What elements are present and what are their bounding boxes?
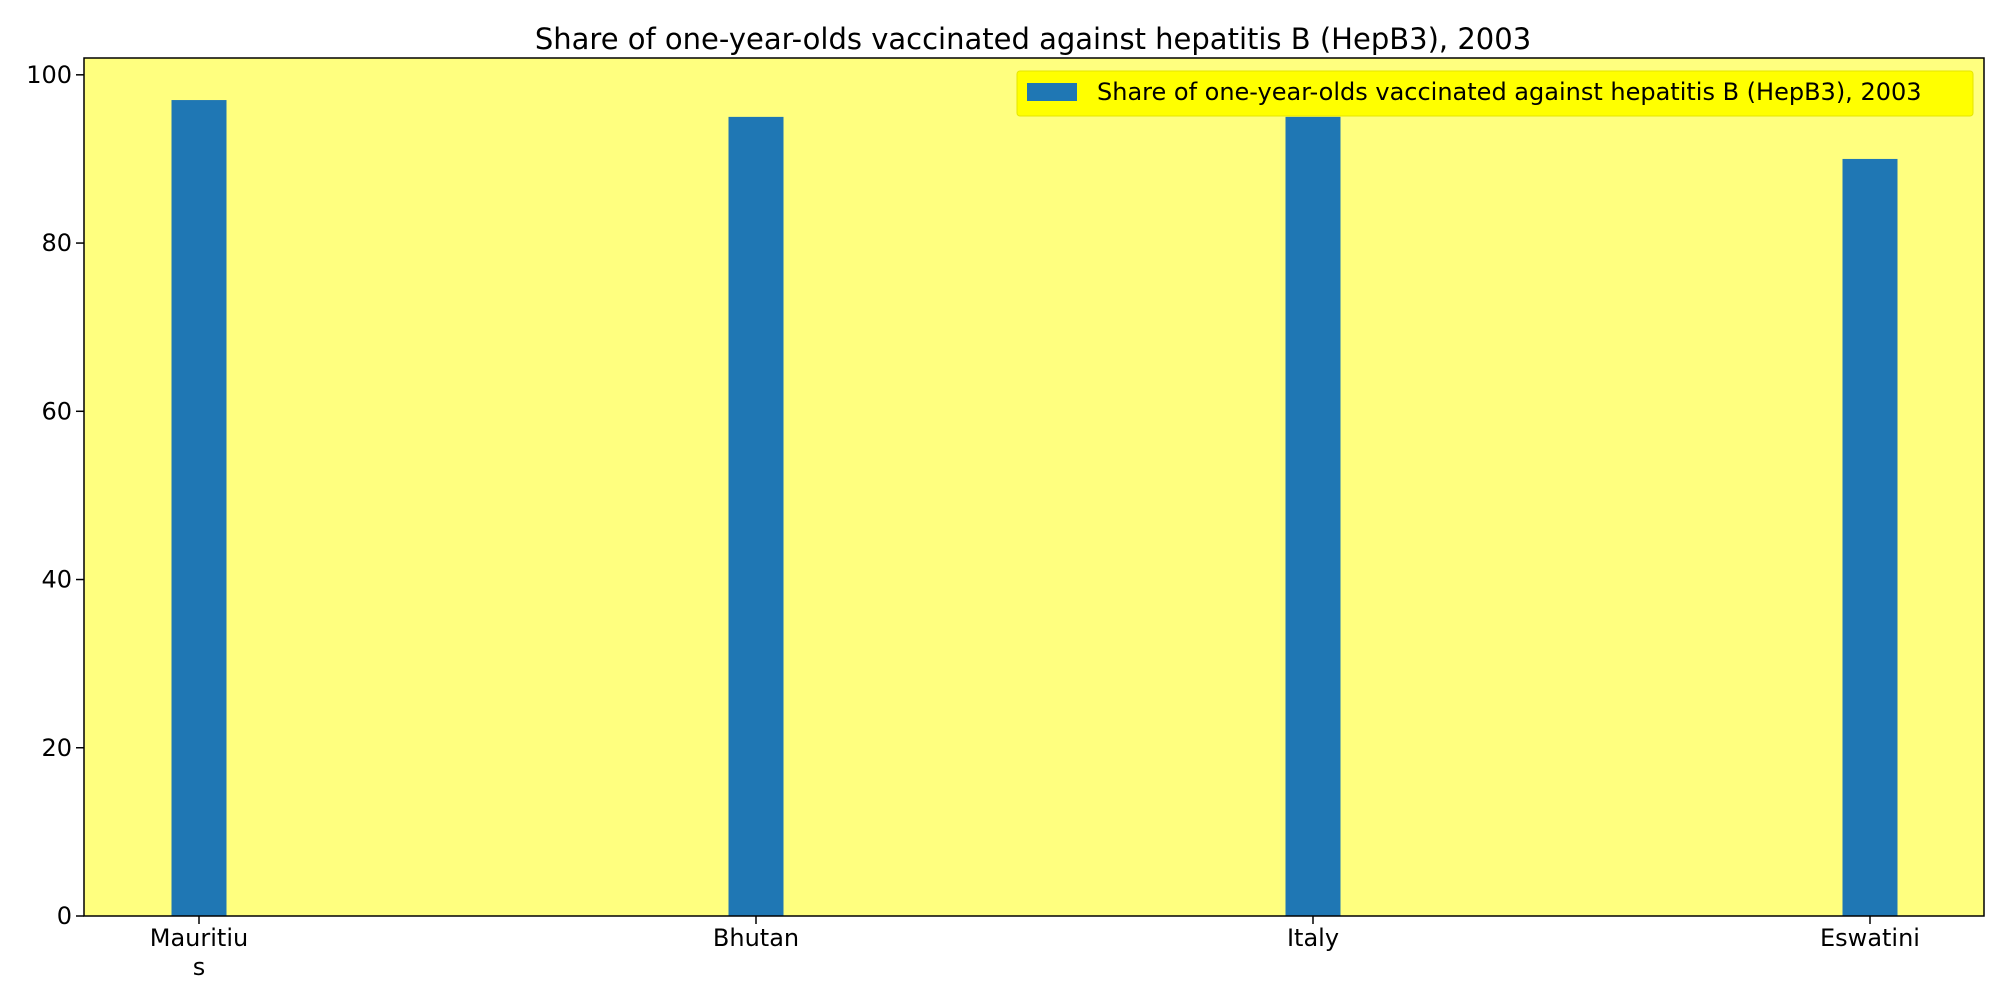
x-tick-label: Eswatini <box>1820 924 1920 952</box>
y-axis: 0 20 40 60 80 100 <box>26 61 84 930</box>
plot-area <box>84 58 1984 916</box>
y-tick-label: 0 <box>57 902 72 930</box>
legend-swatch <box>1027 83 1077 101</box>
bar-mauritius[interactable] <box>171 100 227 916</box>
x-tick-label: Bhutan <box>713 924 799 952</box>
y-tick-label: 80 <box>41 229 72 257</box>
legend-label: Share of one-year-olds vaccinated agains… <box>1097 78 1922 106</box>
plot-frame <box>83 57 1985 917</box>
legend-box <box>1016 70 1974 117</box>
chart-title: Share of one-year-olds vaccinated agains… <box>535 22 1531 56</box>
x-axis: Mauritiu s Bhutan Italy Eswatini <box>150 916 1920 981</box>
y-tick-label: 40 <box>41 566 72 594</box>
x-tick-label: Mauritiu s <box>150 924 248 981</box>
y-tick-label: 100 <box>26 61 72 89</box>
bar-eswatini[interactable] <box>1842 158 1898 917</box>
y-tick-label: 60 <box>41 397 72 425</box>
bar-italy[interactable] <box>1285 116 1341 917</box>
x-tick-label: Italy <box>1287 924 1339 952</box>
y-tick-label: 20 <box>41 734 72 762</box>
legend[interactable]: Share of one-year-olds vaccinated agains… <box>1016 70 1974 117</box>
bar-bhutan[interactable] <box>728 116 784 917</box>
bars-layer <box>171 100 1898 917</box>
